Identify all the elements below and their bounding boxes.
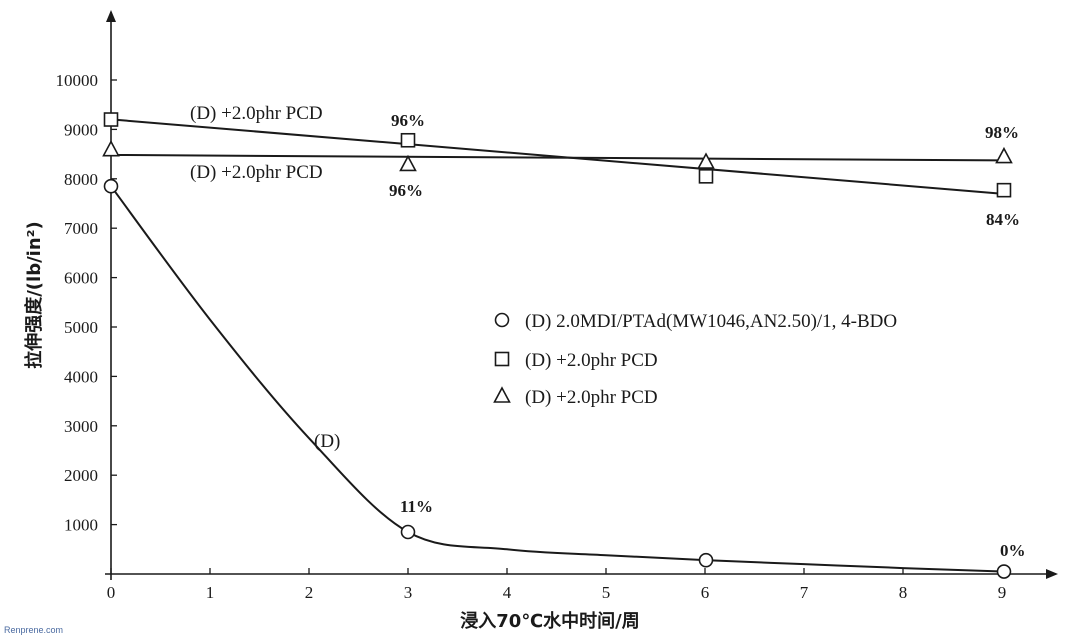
y-tick-label: 7000 (64, 219, 98, 238)
legend-circle-marker (494, 312, 510, 328)
x-tick-label: 5 (602, 583, 611, 602)
y-tick-label: 4000 (64, 367, 98, 386)
legend-label-triangle: (D) +2.0phr PCD (525, 387, 658, 408)
pct-circle-week9: 0% (1000, 541, 1026, 560)
pct-triangle-week9: 98% (985, 123, 1019, 142)
triangle-marker (399, 154, 417, 172)
triangle-marker (697, 152, 715, 169)
triangle-marker (995, 146, 1013, 164)
x-tick-label: 7 (800, 583, 809, 602)
legend-label-circle: (D) 2.0MDI/PTAd(MW1046,AN2.50)/1, 4-BDO (525, 311, 897, 332)
series-square-line (110, 118, 1003, 195)
x-tick-label: 9 (998, 583, 1007, 602)
circle-marker (698, 552, 714, 568)
circle-marker (996, 564, 1012, 579)
series-triangle-line (110, 153, 1003, 162)
pct-circle-week3: 11% (400, 497, 433, 516)
circle-marker (400, 524, 416, 540)
triangle-line-label: (D) +2.0phr PCD (190, 162, 323, 183)
x-tick-label: 8 (899, 583, 908, 602)
legend-label-square: (D) +2.0phr PCD (525, 350, 658, 371)
x-tick-label: 6 (701, 583, 710, 602)
pct-triangle-week3: 96% (389, 181, 423, 200)
y-tick-label: 6000 (64, 269, 98, 288)
circle-marker (103, 178, 119, 194)
y-ticks: 1000 2000 3000 4000 5000 6000 7000 8000 9000 1000… (56, 71, 117, 535)
y-tick-label: 10000 (56, 71, 99, 90)
square-marker (103, 112, 119, 127)
watermark: Renprene.com (4, 625, 63, 635)
x-axis-title: 浸入70℃水中时间/周 (460, 610, 639, 632)
triangle-marker (102, 139, 120, 157)
pct-square-week9: 84% (986, 210, 1020, 229)
series-circle-curve (110, 185, 1003, 573)
x-ticks: 0 1 2 3 4 5 6 7 8 9 (107, 568, 1007, 602)
x-tick-label: 3 (404, 583, 413, 602)
pct-square-week3: 96% (391, 111, 425, 130)
x-tick-label: 4 (503, 583, 512, 602)
curve-label: (D) (314, 431, 340, 452)
y-tick-label: 5000 (64, 318, 98, 337)
legend-square-marker (494, 351, 510, 367)
square-line-label: (D) +2.0phr PCD (190, 103, 323, 124)
y-axis-title: 拉伸强度/(lb/in²) (23, 221, 45, 369)
y-tick-label: 2000 (64, 466, 98, 485)
x-tick-label: 2 (305, 583, 314, 602)
y-tick-label: 9000 (64, 120, 98, 139)
y-tick-label: 3000 (64, 417, 98, 436)
square-marker (698, 169, 714, 184)
square-marker (996, 182, 1012, 198)
x-tick-label: 0 (107, 583, 116, 602)
legend: (D) 2.0MDI/PTAd(MW1046,AN2.50)/1, 4-BDO … (493, 311, 897, 408)
legend-triangle-marker (493, 386, 511, 403)
y-tick-label: 1000 (64, 516, 98, 535)
x-tick-label: 1 (206, 583, 215, 602)
y-tick-label: 8000 (64, 170, 98, 189)
data-markers (102, 112, 1013, 579)
square-marker (400, 132, 416, 148)
